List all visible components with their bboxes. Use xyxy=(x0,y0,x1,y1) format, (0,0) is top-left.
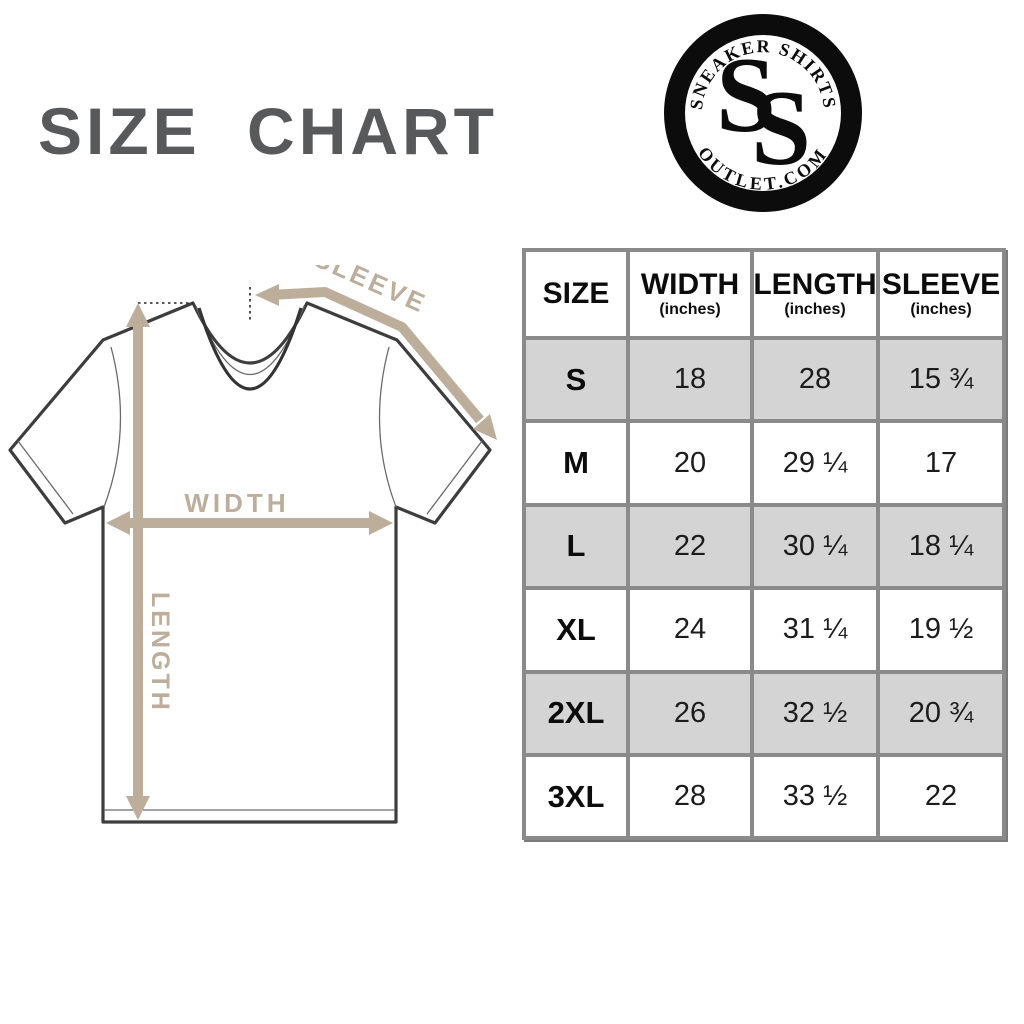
logo-inner-circle xyxy=(685,35,841,191)
table-cell-sleeve: 20 ¾ xyxy=(880,673,1002,753)
sleeve-arrow xyxy=(255,284,497,440)
length-label: LENGTH xyxy=(146,592,174,713)
table-cell-sleeve: 19 ½ xyxy=(880,590,1002,670)
width-label: WIDTH xyxy=(184,488,289,518)
table-cell-width: 26 xyxy=(630,673,750,753)
table-row-size: L xyxy=(526,506,626,587)
col-header-size: SIZE xyxy=(526,252,626,336)
brand-logo: SNEAKER SHIRTS OUTLET.COM S S xyxy=(664,14,862,212)
table-cell-sleeve: 22 xyxy=(880,756,1002,837)
size-table: SIZE WIDTH (inches) LENGTH (inches) SLEE… xyxy=(522,248,1006,840)
col-header-sleeve: SLEEVE (inches) xyxy=(880,252,1002,336)
table-cell-length: 28 xyxy=(754,340,876,420)
table-cell-length: 33 ½ xyxy=(754,756,876,837)
table-row-size: M xyxy=(526,423,626,503)
table-row-size: 2XL xyxy=(526,673,626,753)
collar-curve xyxy=(197,307,303,391)
table-cell-sleeve: 17 xyxy=(880,423,1002,503)
svg-text:S: S xyxy=(751,69,811,188)
table-cell-width: 22 xyxy=(630,506,750,587)
table-cell-length: 29 ¼ xyxy=(754,423,876,503)
table-row-size: XL xyxy=(526,590,626,670)
col-header-length: LENGTH (inches) xyxy=(753,252,877,336)
logo-ss-monogram: S S xyxy=(716,36,811,188)
table-cell-sleeve: 15 ¾ xyxy=(880,340,1002,420)
table-cell-width: 18 xyxy=(630,340,750,420)
table-row-size: S xyxy=(526,340,626,420)
table-cell-length: 31 ¼ xyxy=(754,590,876,670)
tshirt-measurement-diagram: WIDTH LENGTH SLEEVE xyxy=(8,265,497,824)
col-header-width: WIDTH (inches) xyxy=(630,252,750,336)
measurement-arrows xyxy=(106,284,497,820)
table-row-size: 3XL xyxy=(526,756,626,837)
length-arrow xyxy=(126,303,150,820)
table-cell-width: 24 xyxy=(630,590,750,670)
table-cell-width: 20 xyxy=(630,423,750,503)
table-cell-length: 30 ¼ xyxy=(754,506,876,587)
table-cell-sleeve: 18 ¼ xyxy=(880,506,1002,587)
page-title: SIZE CHART xyxy=(38,94,498,168)
table-cell-length: 32 ½ xyxy=(754,673,876,753)
width-arrow xyxy=(106,511,393,535)
table-cell-width: 28 xyxy=(630,756,750,837)
tshirt-outline xyxy=(8,301,492,824)
svg-text:S: S xyxy=(716,36,776,155)
